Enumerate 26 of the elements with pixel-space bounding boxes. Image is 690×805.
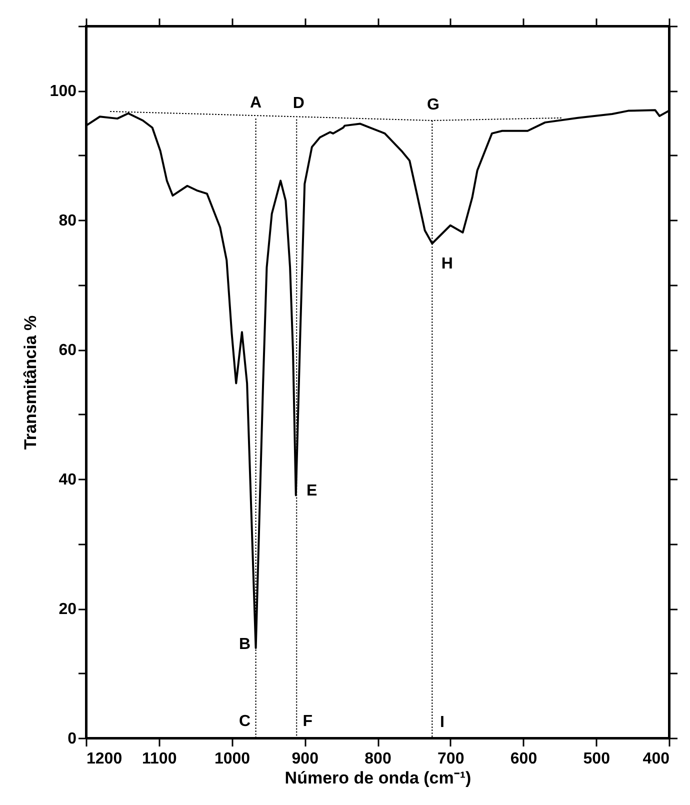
x-tick-label: 800 bbox=[364, 750, 392, 768]
annotation: I bbox=[440, 714, 444, 731]
annotation: G bbox=[426, 96, 440, 114]
annotation: E bbox=[306, 482, 318, 500]
x-tick-label: 1100 bbox=[142, 750, 177, 768]
y-tick-label: 80 bbox=[58, 212, 77, 230]
annotation: B bbox=[239, 636, 251, 654]
annotation: H bbox=[441, 255, 453, 272]
y-tick-label: 100 bbox=[50, 83, 77, 100]
x-tick-label: 400 bbox=[642, 750, 670, 768]
x-tick-label: 1200 bbox=[86, 750, 122, 768]
x-tick-label: 500 bbox=[583, 750, 610, 768]
y-tick-label: 20 bbox=[58, 601, 77, 618]
y-tick-label: 40 bbox=[58, 472, 77, 489]
x-tick-label: 700 bbox=[438, 750, 464, 768]
annotation: D bbox=[292, 95, 304, 112]
annotation: F bbox=[302, 713, 313, 730]
x-tick-label: 1000 bbox=[214, 750, 250, 768]
x-axis-title: Número de onda (cm⁻¹) bbox=[284, 768, 472, 788]
y-tick-label: 60 bbox=[58, 342, 77, 360]
x-tick-label: 900 bbox=[292, 750, 319, 768]
y-tick-label: 0 bbox=[68, 730, 77, 748]
annotation: C bbox=[239, 713, 252, 730]
y-axis-title: Transmitância % bbox=[20, 315, 40, 450]
annotation: A bbox=[250, 94, 262, 112]
x-tick-label: 600 bbox=[510, 750, 538, 768]
